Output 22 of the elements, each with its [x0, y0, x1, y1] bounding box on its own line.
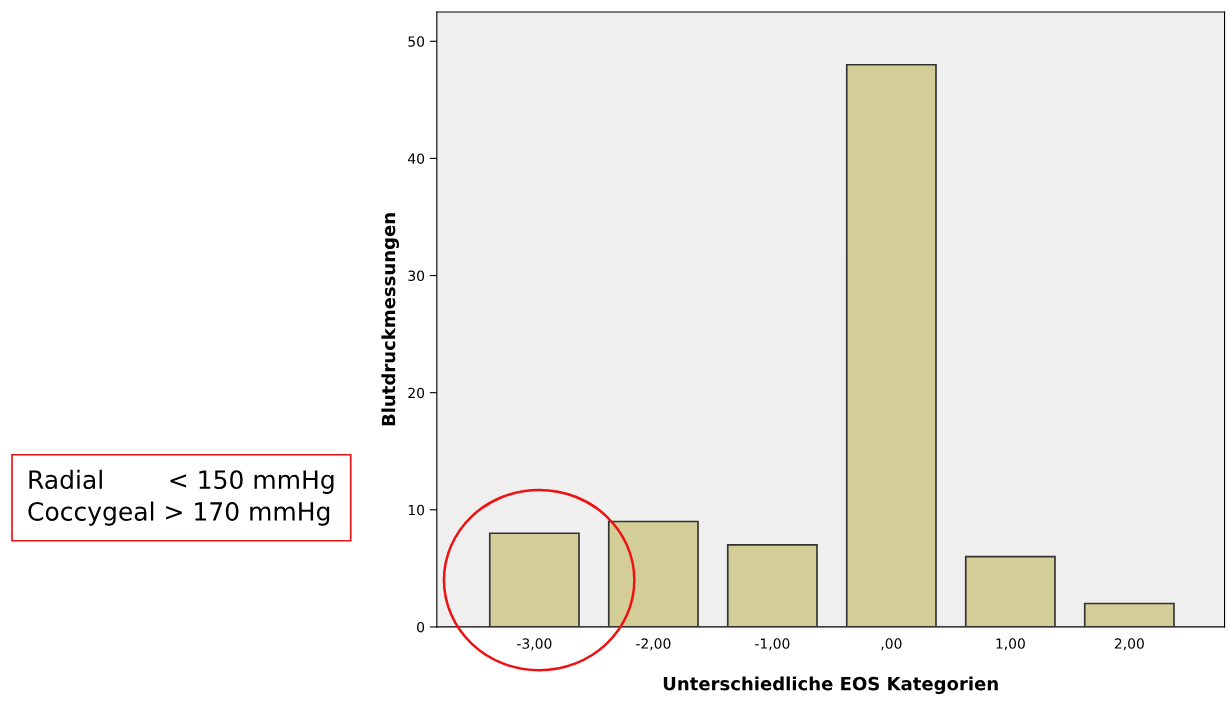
x-tick-label: -2,00: [636, 638, 671, 651]
bar: [607, 520, 699, 627]
y-tick-label: 0: [417, 621, 425, 633]
text: Radial < 150 mmHg: [29, 469, 334, 494]
bar: [845, 63, 937, 627]
y-tick-label: 20: [408, 387, 425, 399]
x-tick-label: -3,00: [517, 638, 552, 651]
bar: [964, 555, 1056, 627]
y-axis-title: Blutdruckmessungen: [381, 213, 399, 426]
bar: [1083, 602, 1175, 627]
text: Coccygeal > 170 mmHg: [28, 501, 330, 526]
x-tick-label: 1,00: [996, 638, 1025, 651]
y-tick-label: 40: [408, 153, 425, 164]
bar: [488, 532, 580, 627]
y-tick-label: 10: [408, 504, 425, 516]
bar: [726, 544, 818, 627]
y-tick-label: 30: [408, 270, 425, 282]
x-tick-label: -1,00: [755, 638, 790, 651]
x-axis-title: Unterschiedliche EOS Kategorien: [663, 676, 998, 695]
x-tick-label: ,00: [881, 638, 902, 651]
x-tick-label: 2,00: [1114, 638, 1144, 651]
y-tick-label: 50: [408, 36, 425, 47]
